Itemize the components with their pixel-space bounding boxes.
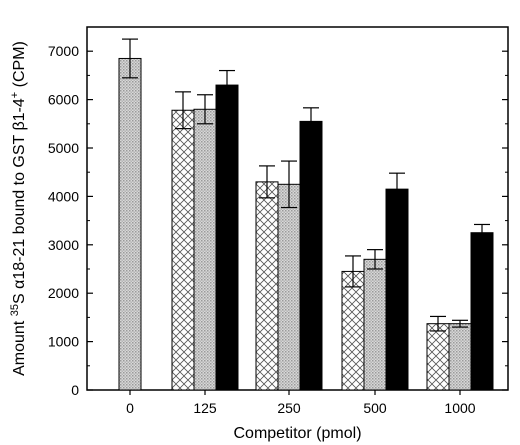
bar-250-s1	[255, 181, 279, 391]
bar-500-s3	[385, 188, 409, 391]
bar-500-s1	[341, 270, 365, 391]
x-tick-label-500: 500	[363, 400, 387, 416]
y-tick-label-5: 5000	[48, 140, 79, 156]
bar-125-s3	[215, 84, 239, 391]
bar-1000-s1	[426, 323, 450, 391]
x-tick-label-125: 125	[193, 400, 217, 416]
bar-0-s0	[118, 57, 142, 391]
x-tick-label-1000: 1000	[444, 400, 475, 416]
y-tick-label-4: 4000	[48, 188, 79, 204]
bar-250-s3	[299, 120, 323, 391]
bar-1000-s3	[470, 232, 494, 391]
x-tick-label-0: 0	[126, 400, 134, 416]
y-tick-label-1: 1000	[48, 334, 79, 350]
bar-250-s2	[277, 183, 301, 391]
bar-125-s1	[171, 109, 195, 391]
y-tick-label-3: 3000	[48, 237, 79, 253]
bar-500-s2	[363, 258, 387, 391]
x-tick-label-250: 250	[277, 400, 301, 416]
y-tick-label-6: 6000	[48, 92, 79, 108]
y-tick-label-7: 7000	[48, 43, 79, 59]
bar-125-s2	[193, 108, 217, 391]
y-axis-title: Amount 35S α18-21 bound to GST β1-4+ (CP…	[9, 41, 28, 376]
x-axis-title: Competitor (pmol)	[233, 425, 361, 442]
bar-1000-s2	[448, 323, 472, 391]
y-tick-label-2: 2000	[48, 285, 79, 301]
y-tick-label-0: 0	[71, 382, 79, 398]
